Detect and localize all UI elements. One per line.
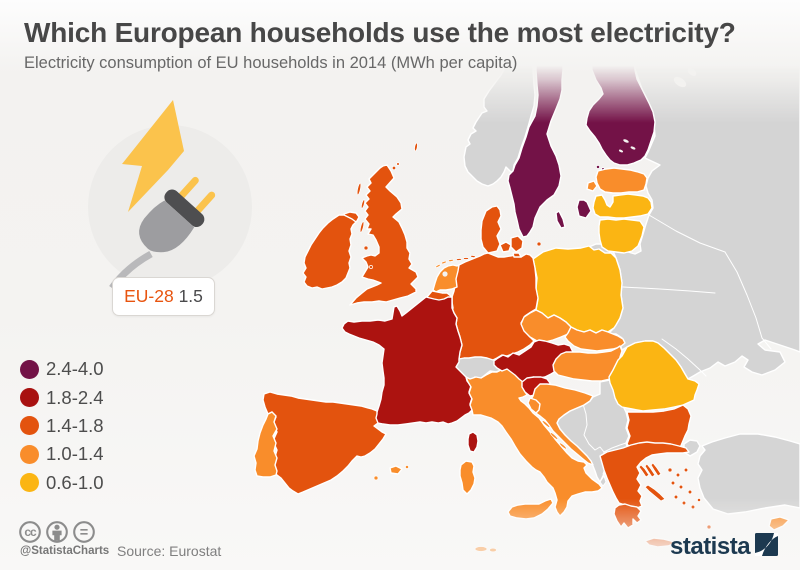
svg-text:=: = — [80, 525, 88, 541]
svg-text:cc: cc — [24, 525, 37, 539]
